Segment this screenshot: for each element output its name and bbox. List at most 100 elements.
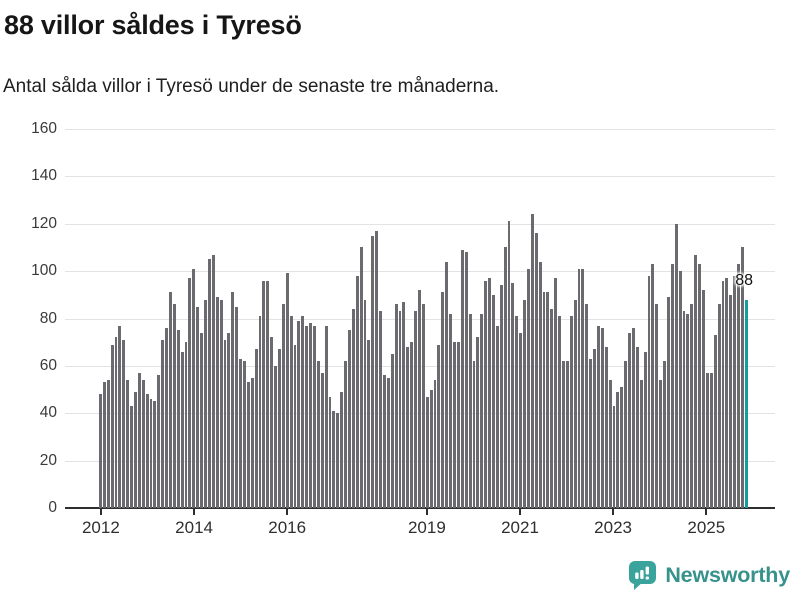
bar <box>293 344 297 508</box>
bar <box>114 337 118 508</box>
x-axis-tick-2012 <box>99 509 102 515</box>
bar <box>725 278 729 508</box>
bar <box>242 361 246 508</box>
bar <box>624 361 628 508</box>
bar <box>620 387 624 508</box>
bar <box>484 280 488 508</box>
bar <box>332 410 336 508</box>
bar <box>515 316 519 508</box>
bar <box>410 342 414 508</box>
bar <box>468 313 472 508</box>
bar <box>554 278 558 508</box>
bar <box>184 342 188 508</box>
gridline-y-120 <box>65 223 775 225</box>
bar <box>713 335 717 508</box>
bar <box>608 380 612 508</box>
bar <box>659 380 663 508</box>
bar <box>530 214 534 508</box>
bar <box>149 399 153 508</box>
x-axis-label-2016: 2016 <box>268 518 307 537</box>
bar <box>281 304 285 508</box>
chart-title: 88 villor såldes i Tyresö <box>4 10 302 40</box>
bar <box>316 361 320 508</box>
bar <box>476 337 480 508</box>
bar <box>375 230 379 508</box>
bar <box>488 278 491 508</box>
bar <box>219 299 223 508</box>
bar <box>359 247 363 508</box>
bar <box>573 299 577 508</box>
bar <box>99 394 102 508</box>
bar <box>702 290 705 508</box>
x-axis-tick-2019 <box>425 509 428 515</box>
bar <box>231 292 235 508</box>
highlight-value-annotation: 88 <box>735 271 753 289</box>
bar <box>542 292 546 508</box>
gridline-y-140 <box>65 176 775 178</box>
bar <box>655 304 659 508</box>
bar <box>670 264 674 508</box>
bar <box>145 394 149 508</box>
bar <box>161 339 165 508</box>
bar <box>429 389 433 508</box>
bar <box>453 342 456 508</box>
bar <box>102 382 106 508</box>
bar <box>585 304 589 508</box>
bar <box>737 264 740 508</box>
bar <box>678 271 682 508</box>
bar <box>246 382 250 508</box>
bar <box>176 330 180 508</box>
x-axis-tick-2023 <box>612 509 615 515</box>
bar <box>740 247 744 508</box>
bar <box>523 299 526 508</box>
bar <box>130 406 134 508</box>
bar <box>383 375 386 508</box>
bar <box>235 306 239 508</box>
bar <box>550 309 554 508</box>
bar <box>581 268 585 508</box>
bar <box>192 268 196 508</box>
bar <box>301 316 305 508</box>
bar <box>604 346 608 508</box>
bar <box>721 280 725 508</box>
bar <box>519 332 523 508</box>
bar <box>134 391 137 508</box>
bar <box>577 268 581 508</box>
x-axis-tick-2014 <box>193 509 196 515</box>
bar <box>639 380 643 508</box>
bar <box>733 275 737 508</box>
bar <box>211 254 215 508</box>
y-axis-label-60: 60 <box>39 356 57 374</box>
bar <box>445 261 449 508</box>
bar <box>289 316 293 508</box>
bar <box>402 301 406 508</box>
bar <box>336 413 340 508</box>
bar <box>589 358 593 508</box>
bar <box>386 377 390 508</box>
x-axis-tick-2025 <box>705 509 708 515</box>
bar <box>686 313 690 508</box>
bar <box>667 297 670 508</box>
bar <box>348 330 351 508</box>
bar <box>227 332 231 508</box>
bar <box>355 275 359 508</box>
bar <box>694 254 698 508</box>
y-axis-label-0: 0 <box>48 499 57 516</box>
bar <box>250 377 254 508</box>
bar <box>643 351 647 508</box>
bar <box>137 372 141 508</box>
bar <box>141 380 145 508</box>
bar <box>390 354 394 508</box>
chart-subtitle: Antal sålda villor i Tyresö under de sen… <box>3 76 500 97</box>
bar <box>538 261 542 508</box>
bar <box>340 391 344 508</box>
bar <box>690 304 694 508</box>
bar <box>379 311 383 508</box>
bar <box>456 342 460 508</box>
bar <box>460 249 464 508</box>
bar <box>312 325 316 508</box>
bar <box>204 299 207 508</box>
bar <box>180 351 184 508</box>
x-axis-label-2023: 2023 <box>594 518 632 537</box>
